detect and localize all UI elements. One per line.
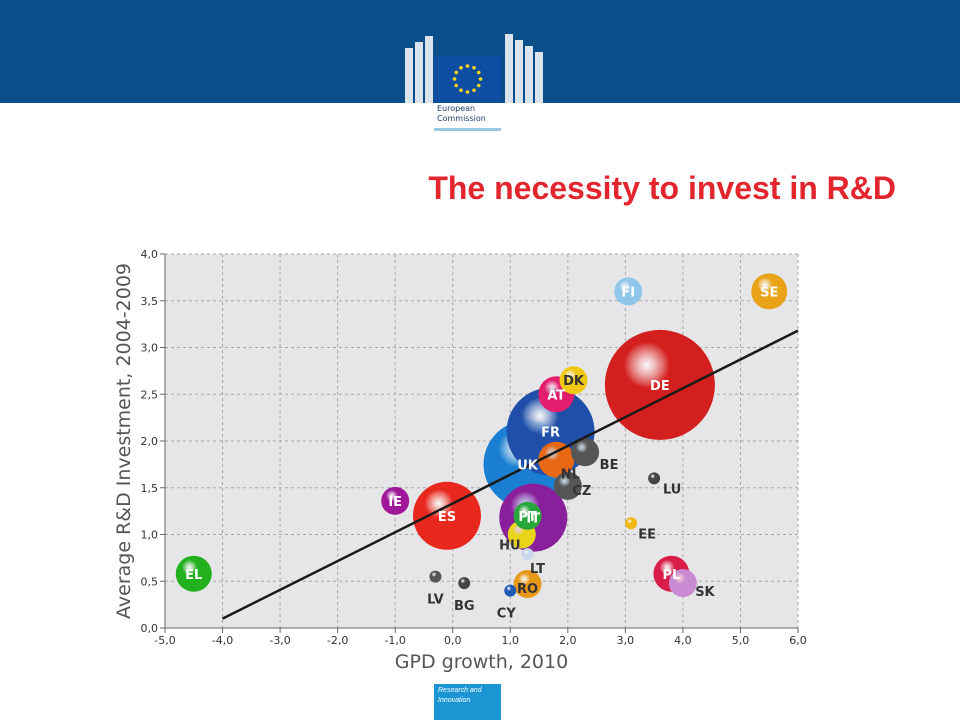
x-tick-label: -5,0 — [154, 634, 175, 647]
flag-star-icon — [465, 90, 470, 94]
logo-line1: European — [437, 104, 476, 113]
page-title: The necessity to invest in R&D — [428, 170, 896, 206]
footer-line1: Research and — [438, 687, 482, 694]
bubble-se — [751, 273, 788, 310]
bubble-dk — [559, 366, 588, 395]
x-tick-label: 3,0 — [617, 634, 635, 647]
point-label-uk: UK — [517, 458, 539, 473]
point-label-ie: IE — [388, 495, 402, 510]
point-label-lt: LT — [530, 562, 545, 577]
flag-star-icon — [452, 77, 457, 81]
y-tick-label: 0,5 — [141, 575, 159, 588]
logo-underline — [434, 128, 501, 131]
point-label-ee: EE — [638, 527, 656, 542]
flag-star-icon — [454, 70, 459, 75]
y-tick-label: 2,5 — [141, 388, 159, 401]
y-tick-label: 1,5 — [141, 482, 159, 495]
flag-star-icon — [478, 77, 483, 81]
y-tick-label: 3,0 — [141, 342, 159, 355]
trend-line — [221, 329, 799, 620]
point-label-cy: CY — [497, 607, 517, 622]
logo-text: European Commission — [437, 104, 486, 124]
y-tick-label: 1,0 — [141, 529, 159, 542]
x-tick-label: -2,0 — [327, 634, 348, 647]
bubble-cz — [553, 471, 582, 500]
eu-flag-icon — [434, 56, 501, 102]
x-tick-label: -4,0 — [212, 634, 233, 647]
x-tick-label: 5,0 — [732, 634, 750, 647]
bubble-ro — [513, 570, 542, 599]
bubble-lt — [521, 548, 534, 561]
point-label-pl: PL — [662, 568, 680, 583]
point-label-it: IT — [526, 512, 540, 527]
y-tick-label: 2,0 — [141, 435, 159, 448]
x-tick-label: 1,0 — [502, 634, 519, 647]
y-tick-label: 3,5 — [141, 295, 159, 308]
point-label-be: BE — [600, 458, 619, 473]
point-label-es: ES — [438, 510, 456, 525]
y-axis-label: Average R&D Investment, 2004-2009 — [113, 263, 135, 619]
x-axis-label: GPD growth, 2010 — [395, 651, 568, 672]
x-tick-label: -3,0 — [269, 634, 290, 647]
chart: -5,0 -4,0 -3,0 -2,0 -1,0 0,0 1,0 2,0 3,0 4,0 5,0 6,… — [100, 232, 820, 673]
bubble-ie — [381, 486, 410, 515]
plot-area — [165, 254, 798, 628]
footer-line2: Innovation — [438, 697, 471, 704]
point-label-el: EL — [185, 568, 202, 583]
flag-star-icon — [476, 70, 481, 75]
bubble-nl — [538, 441, 575, 478]
bubble-pt — [513, 501, 542, 530]
point-label-hu: HU — [499, 539, 520, 554]
point-label-cz: CZ — [572, 484, 591, 499]
x-tick-label: 2,0 — [559, 634, 577, 647]
bubble-ee — [625, 517, 638, 530]
bubble-sk — [668, 569, 697, 598]
flag-star-icon — [454, 83, 459, 88]
bubble-bg — [458, 577, 471, 590]
x-tick-label: -1,0 — [384, 634, 405, 647]
bubble-fi — [614, 277, 643, 306]
y-tick-label: 4,0 — [141, 248, 159, 261]
point-label-at: AT — [547, 388, 565, 403]
point-label-lu: LU — [663, 482, 681, 497]
flag-star-icon — [465, 64, 470, 68]
x-tick-label: 6,0 — [789, 634, 807, 647]
y-tick-label: 0,0 — [141, 622, 159, 635]
flag-star-icon — [459, 88, 463, 93]
point-label-ro: RO — [517, 582, 538, 597]
point-label-fr: FR — [541, 426, 560, 441]
flag-star-icon — [459, 65, 463, 70]
bubble-el — [175, 555, 212, 592]
flag-star-icon — [472, 65, 476, 70]
logo-line2: Commission — [437, 114, 486, 123]
bubble-be — [571, 438, 600, 467]
bubble-cy — [504, 584, 517, 597]
point-label-se: SE — [760, 285, 778, 300]
point-label-bg: BG — [454, 599, 475, 614]
footer-badge — [434, 684, 501, 720]
point-label-pt: PT — [518, 510, 537, 525]
point-label-fi: FI — [621, 285, 635, 300]
footer-text: Research and Innovation — [438, 686, 482, 706]
flag-star-icon — [472, 88, 476, 93]
point-label-lv: LV — [427, 593, 444, 608]
european-commission-logo — [405, 34, 543, 103]
point-label-dk: DK — [563, 374, 585, 389]
flag-star-icon — [476, 83, 481, 88]
bubble-lv — [429, 570, 442, 583]
point-label-nl: NL — [561, 468, 580, 483]
point-label-sk: SK — [695, 585, 715, 600]
bubble-lu — [648, 472, 661, 485]
point-label-de: DE — [650, 379, 670, 394]
x-tick-label: 4,0 — [674, 634, 692, 647]
x-tick-label: 0,0 — [444, 634, 462, 647]
bubble-chart: -5,0 -4,0 -3,0 -2,0 -1,0 0,0 1,0 2,0 3,0 4,0 5,0 6,… — [113, 248, 807, 673]
